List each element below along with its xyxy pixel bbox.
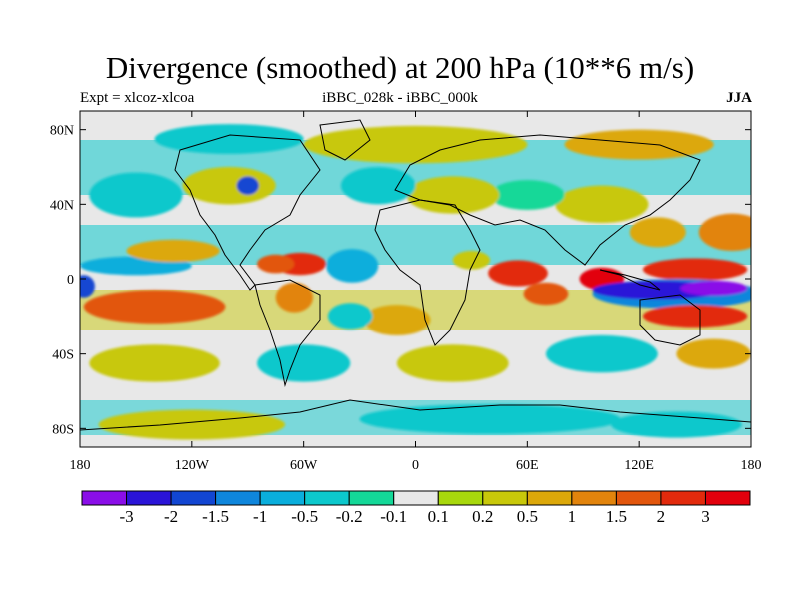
divergence-blob-11 xyxy=(488,260,548,287)
colorbar: -3 -2 -1.5 -1 -0.5 -0.2 -0.1 0.1 0.2 0.5 1 1.5 2 3 xyxy=(81,490,751,526)
y-tick-label-3: 40S xyxy=(52,348,74,363)
experiment-label: Expt = xlcoz-xlcoa xyxy=(80,90,195,106)
divergence-blob-9 xyxy=(327,303,373,330)
colorbar-swatch-4 xyxy=(259,490,306,506)
x-tick-label-6: 180 xyxy=(741,458,762,473)
divergence-blob-39 xyxy=(611,411,742,438)
divergence-blob-35 xyxy=(545,335,658,373)
divergence-blob-6 xyxy=(126,239,220,263)
colorbar-swatch-7 xyxy=(393,490,439,506)
colorbar-label-7: 0.1 xyxy=(428,507,449,526)
x-tick-label-1: 120W xyxy=(175,458,210,473)
divergence-blob-29 xyxy=(303,125,528,164)
season-label: JJA xyxy=(726,90,752,106)
colorbar-label-0: -3 xyxy=(119,507,133,526)
divergence-blob-25 xyxy=(340,167,416,205)
colorbar-label-9: 0.5 xyxy=(517,507,538,526)
y-tick-label-1: 40N xyxy=(50,198,74,213)
colorbar-label-8: 0.2 xyxy=(472,507,493,526)
figure-title: Divergence (smoothed) at 200 hPa (10**6 … xyxy=(105,50,695,85)
x-tick-label-2: 60W xyxy=(290,458,318,473)
divergence-blob-36 xyxy=(676,338,751,369)
x-tick-label-3: 0 xyxy=(412,458,419,473)
divergence-blob-33 xyxy=(257,344,351,382)
colorbar-label-11: 1.5 xyxy=(606,507,627,526)
divergence-blob-5 xyxy=(83,290,226,324)
colorbar-swatch-9 xyxy=(482,490,528,506)
divergence-blob-22 xyxy=(555,185,649,223)
x-tick-label-0: 180 xyxy=(70,458,91,473)
coast-eurasia xyxy=(394,134,701,266)
divergence-blob-21 xyxy=(629,217,686,248)
colorbar-swatch-5 xyxy=(304,490,350,506)
coast-north-america xyxy=(174,134,321,291)
coast-australia xyxy=(639,294,701,346)
divergence-blob-38 xyxy=(98,409,286,440)
x-tick-label-5: 120E xyxy=(624,458,654,473)
divergence-blob-34 xyxy=(396,344,509,382)
colorbar-label-2: -1.5 xyxy=(202,507,229,526)
divergence-blob-28 xyxy=(89,172,183,218)
divergence-blob-7 xyxy=(80,275,95,298)
coast-maritime-continent xyxy=(599,269,661,291)
coast-greenland xyxy=(319,119,371,161)
colorbar-label-3: -1 xyxy=(253,507,267,526)
colorbar-label-12: 2 xyxy=(657,507,666,526)
divergence-blob-32 xyxy=(89,344,220,382)
colorbar-label-13: 3 xyxy=(701,507,710,526)
y-tick-label-4: 80S xyxy=(52,422,74,437)
y-tick-label-0: 80N xyxy=(50,124,74,139)
divergence-blob-27 xyxy=(236,176,259,196)
colorbar-swatch-6 xyxy=(348,490,395,506)
colorbar-label-4: -0.5 xyxy=(291,507,318,526)
divergence-blob-15 xyxy=(642,258,748,281)
divergence-blob-8 xyxy=(363,305,431,336)
coast-antarctica xyxy=(80,399,751,431)
colorbar-swatch-11 xyxy=(571,490,617,506)
colorbar-swatch-1 xyxy=(126,490,172,506)
colorbar-label-1: -2 xyxy=(164,507,178,526)
divergence-blob-26 xyxy=(182,167,276,205)
divergence-blob-19 xyxy=(642,305,748,328)
colorbar-swatch-3 xyxy=(215,490,261,506)
colorbar-swatch-2 xyxy=(170,490,217,506)
colorbar-swatch-0 xyxy=(81,490,128,506)
divergence-blob-13 xyxy=(452,251,491,270)
colorbar-swatch-12 xyxy=(615,490,662,506)
colorbar-label-5: -0.2 xyxy=(336,507,363,526)
colorbar-swatch-10 xyxy=(526,490,573,506)
divergence-contours xyxy=(80,124,751,440)
longitude-axis: 180 120W 60W 0 60E 120E 180 xyxy=(70,111,762,473)
divergence-blob-24 xyxy=(406,176,500,214)
colorbar-swatch-14 xyxy=(704,490,751,506)
run-difference-label: iBBC_028k - iBBC_000k xyxy=(322,90,478,106)
coast-africa xyxy=(374,199,481,346)
colorbar-swatch-8 xyxy=(437,490,484,506)
colorbar-label-6: -0.1 xyxy=(380,507,407,526)
coast-south-america xyxy=(254,279,321,387)
divergence-blob-10 xyxy=(275,282,313,313)
divergence-blob-12 xyxy=(523,282,569,306)
y-tick-label-2: 0 xyxy=(67,273,74,288)
map-panel xyxy=(80,111,751,447)
divergence-blob-20 xyxy=(698,213,751,251)
divergence-blob-37 xyxy=(359,404,621,434)
divergence-blob-23 xyxy=(490,180,565,210)
colorbar-swatch-13 xyxy=(660,490,706,506)
divergence-blob-3 xyxy=(326,249,379,283)
divergence-blob-18 xyxy=(680,280,748,296)
colorbar-label-10: 1 xyxy=(568,507,577,526)
x-tick-label-4: 60E xyxy=(516,458,539,473)
divergence-blob-1 xyxy=(257,254,295,274)
latitude-axis: 80N 40N 0 40S 80S xyxy=(50,124,751,437)
divergence-blob-31 xyxy=(564,129,714,160)
coastlines xyxy=(80,119,751,431)
